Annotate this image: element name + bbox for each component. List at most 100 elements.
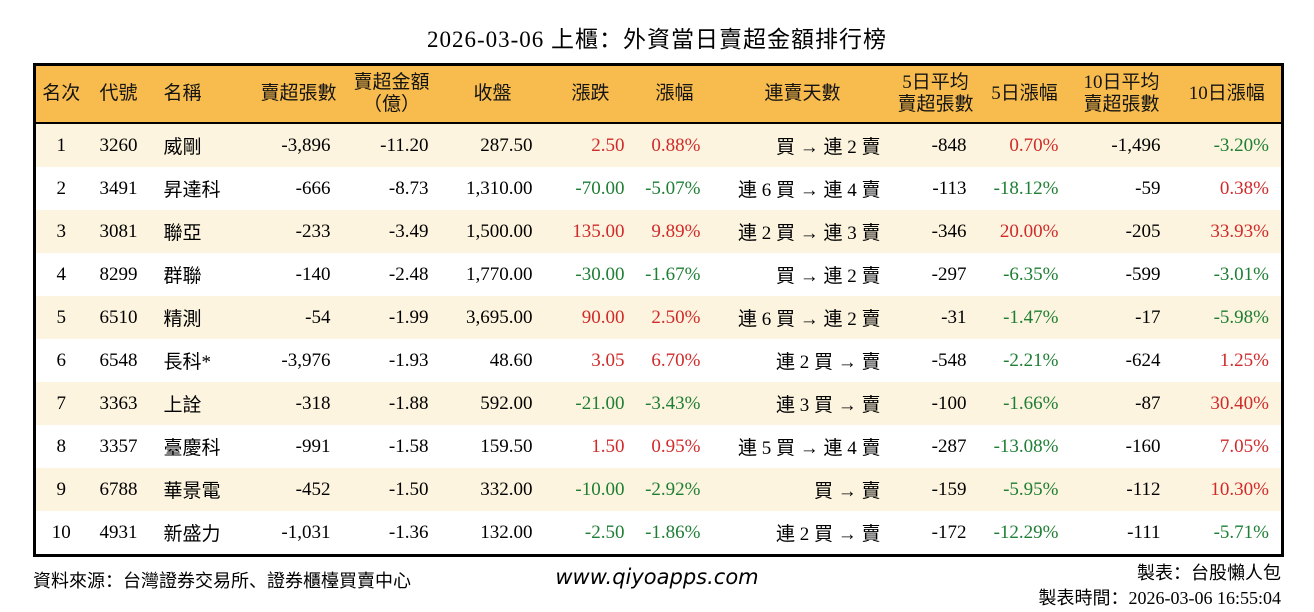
cell-net-sell-volume: -318 — [295, 392, 331, 414]
cell-price-change: -10.00 — [575, 478, 625, 500]
credit-block: 製表：台股懶人包 製表時間：2026-03-06 16:55:04 — [1039, 561, 1282, 611]
cell-price-change: -30.00 — [575, 263, 625, 285]
cell-avg5-volume: -159 — [931, 478, 967, 500]
cell-pct5: -5.95% — [1003, 478, 1059, 500]
cell-stock-name: 聯亞 — [163, 223, 202, 244]
cell-pct5: -2.21% — [1003, 349, 1059, 371]
cell-net-sell-amount: -2.48 — [388, 263, 429, 285]
cell-close-price: 132.00 — [480, 521, 533, 543]
data-source-note: 資料來源：台灣證券交易所、證券櫃檯買賣中心 — [33, 571, 411, 591]
table-row: 2 3491 昇達科 -666 -8.73 1,310.00 -70.00 -5.07% 連 6… — [34, 167, 1283, 210]
cell-price-change: 90.00 — [581, 306, 625, 328]
cell-stock-name: 華景電 — [163, 481, 221, 502]
cell-close-price: 3,695.00 — [466, 306, 533, 328]
cell-price-change: 2.50 — [591, 134, 625, 156]
cell-close-price: 48.60 — [489, 349, 533, 371]
header-row: 名次 代號 名稱 賣超張數 賣超金額 （億） 收盤 漲跌 漲幅 連賣天數 5日平均 賣超張數 5日漲… — [34, 64, 1283, 124]
cell-pct10: 0.38% — [1219, 177, 1269, 199]
cell-pct5: -1.66% — [1003, 392, 1059, 414]
cell-avg5-volume: -172 — [931, 521, 967, 543]
table-row: 4 8299 群聯 -140 -2.48 1,770.00 -30.00 -1.67% 買 → … — [34, 253, 1283, 296]
cell-price-change: 1.50 — [591, 435, 625, 457]
cell-net-sell-amount: -1.93 — [388, 349, 429, 371]
cell-rank: 2 — [56, 177, 67, 199]
cell-change-pct: -1.86% — [645, 521, 701, 543]
cell-price-change: 135.00 — [572, 220, 625, 242]
cell-price-change: -70.00 — [575, 177, 625, 199]
cell-avg10-volume: -111 — [1127, 521, 1161, 543]
cell-net-sell-amount: -1.88 — [388, 392, 429, 414]
cell-streak: 連 5 買 → 連 4 賣 — [737, 438, 881, 459]
cell-stock-code: 3491 — [99, 177, 138, 199]
cell-net-sell-volume: -54 — [305, 306, 331, 328]
column-header: 5日漲幅 — [978, 64, 1071, 124]
cell-stock-code: 8299 — [99, 263, 138, 285]
column-header: 10日平均 賣超張數 — [1070, 64, 1173, 124]
cell-rank: 6 — [56, 349, 67, 371]
cell-close-price: 1,500.00 — [466, 220, 533, 242]
cell-change-pct: -5.07% — [645, 177, 701, 199]
cell-rank: 1 — [56, 134, 67, 156]
cell-change-pct: -3.43% — [645, 392, 701, 414]
cell-net-sell-amount: -1.58 — [388, 435, 429, 457]
column-header: 賣超張數 — [254, 64, 343, 124]
cell-avg10-volume: -624 — [1125, 349, 1161, 371]
cell-stock-code: 4931 — [99, 521, 138, 543]
cell-net-sell-volume: -991 — [295, 435, 331, 457]
cell-close-price: 1,310.00 — [466, 177, 533, 199]
cell-streak: 連 2 買 → 賣 — [775, 352, 881, 373]
cell-pct10: 10.30% — [1210, 478, 1269, 500]
cell-stock-name: 長科* — [163, 352, 212, 373]
cell-rank: 4 — [56, 263, 67, 285]
cell-stock-name: 上詮 — [163, 395, 202, 416]
cell-avg10-volume: -205 — [1125, 220, 1161, 242]
column-header: 10日漲幅 — [1172, 64, 1283, 124]
cell-stock-name: 臺慶科 — [163, 438, 221, 459]
cell-pct10: 1.25% — [1219, 349, 1269, 371]
cell-avg10-volume: -17 — [1135, 306, 1161, 328]
cell-stock-code: 3357 — [99, 435, 138, 457]
column-header: 連賣天數 — [712, 64, 893, 124]
website-text: www.qiyoapps.com — [555, 565, 759, 589]
table-row: 3 3081 聯亞 -233 -3.49 1,500.00 135.00 9.89% 連 2 買… — [34, 210, 1283, 253]
cell-net-sell-volume: -140 — [295, 263, 331, 285]
cell-close-price: 287.50 — [480, 134, 533, 156]
column-header: 5日平均 賣超張數 — [892, 64, 979, 124]
cell-change-pct: -1.67% — [645, 263, 701, 285]
cell-pct10: -3.20% — [1213, 134, 1269, 156]
table-row: 1 3260 威剛 -3,896 -11.20 287.50 2.50 0.88% 買 → 連 … — [34, 123, 1283, 167]
cell-stock-code: 6548 — [99, 349, 138, 371]
cell-net-sell-volume: -1,031 — [281, 521, 331, 543]
column-header: 賣超金額 （億） — [342, 64, 441, 124]
cell-pct10: -3.01% — [1213, 263, 1269, 285]
cell-pct5: -6.35% — [1003, 263, 1059, 285]
cell-net-sell-volume: -3,976 — [281, 349, 331, 371]
cell-avg10-volume: -599 — [1125, 263, 1161, 285]
cell-pct10: 7.05% — [1219, 435, 1269, 457]
cell-net-sell-amount: -1.50 — [388, 478, 429, 500]
cell-net-sell-amount: -8.73 — [388, 177, 429, 199]
cell-net-sell-volume: -233 — [295, 220, 331, 242]
table-row: 6 6548 長科* -3,976 -1.93 48.60 3.05 6.70% 連 2 買 →… — [34, 339, 1283, 382]
cell-change-pct: 0.95% — [651, 435, 701, 457]
column-header: 名次 — [34, 64, 87, 124]
cell-avg10-volume: -1,496 — [1111, 134, 1161, 156]
cell-rank: 9 — [56, 478, 67, 500]
cell-price-change: -2.50 — [584, 521, 625, 543]
cell-pct10: -5.71% — [1213, 521, 1269, 543]
cell-avg5-volume: -297 — [931, 263, 967, 285]
cell-pct5: 0.70% — [1009, 134, 1059, 156]
cell-streak: 連 2 買 → 連 3 賣 — [737, 223, 881, 244]
cell-rank: 5 — [56, 306, 67, 328]
cell-pct10: -5.98% — [1213, 306, 1269, 328]
cell-streak: 連 2 買 → 賣 — [775, 524, 881, 545]
cell-change-pct: 0.88% — [651, 134, 701, 156]
cell-avg10-volume: -160 — [1125, 435, 1161, 457]
ranking-table: 名次 代號 名稱 賣超張數 賣超金額 （億） 收盤 漲跌 漲幅 連賣天數 5日平均 賣超張數 5日漲… — [33, 63, 1284, 557]
cell-streak: 買 → 連 2 賣 — [775, 266, 881, 287]
cell-close-price: 332.00 — [480, 478, 533, 500]
cell-avg5-volume: -113 — [932, 177, 967, 199]
cell-streak: 連 6 買 → 連 2 賣 — [737, 309, 881, 330]
cell-net-sell-amount: -1.36 — [388, 521, 429, 543]
cell-rank: 10 — [51, 521, 71, 543]
